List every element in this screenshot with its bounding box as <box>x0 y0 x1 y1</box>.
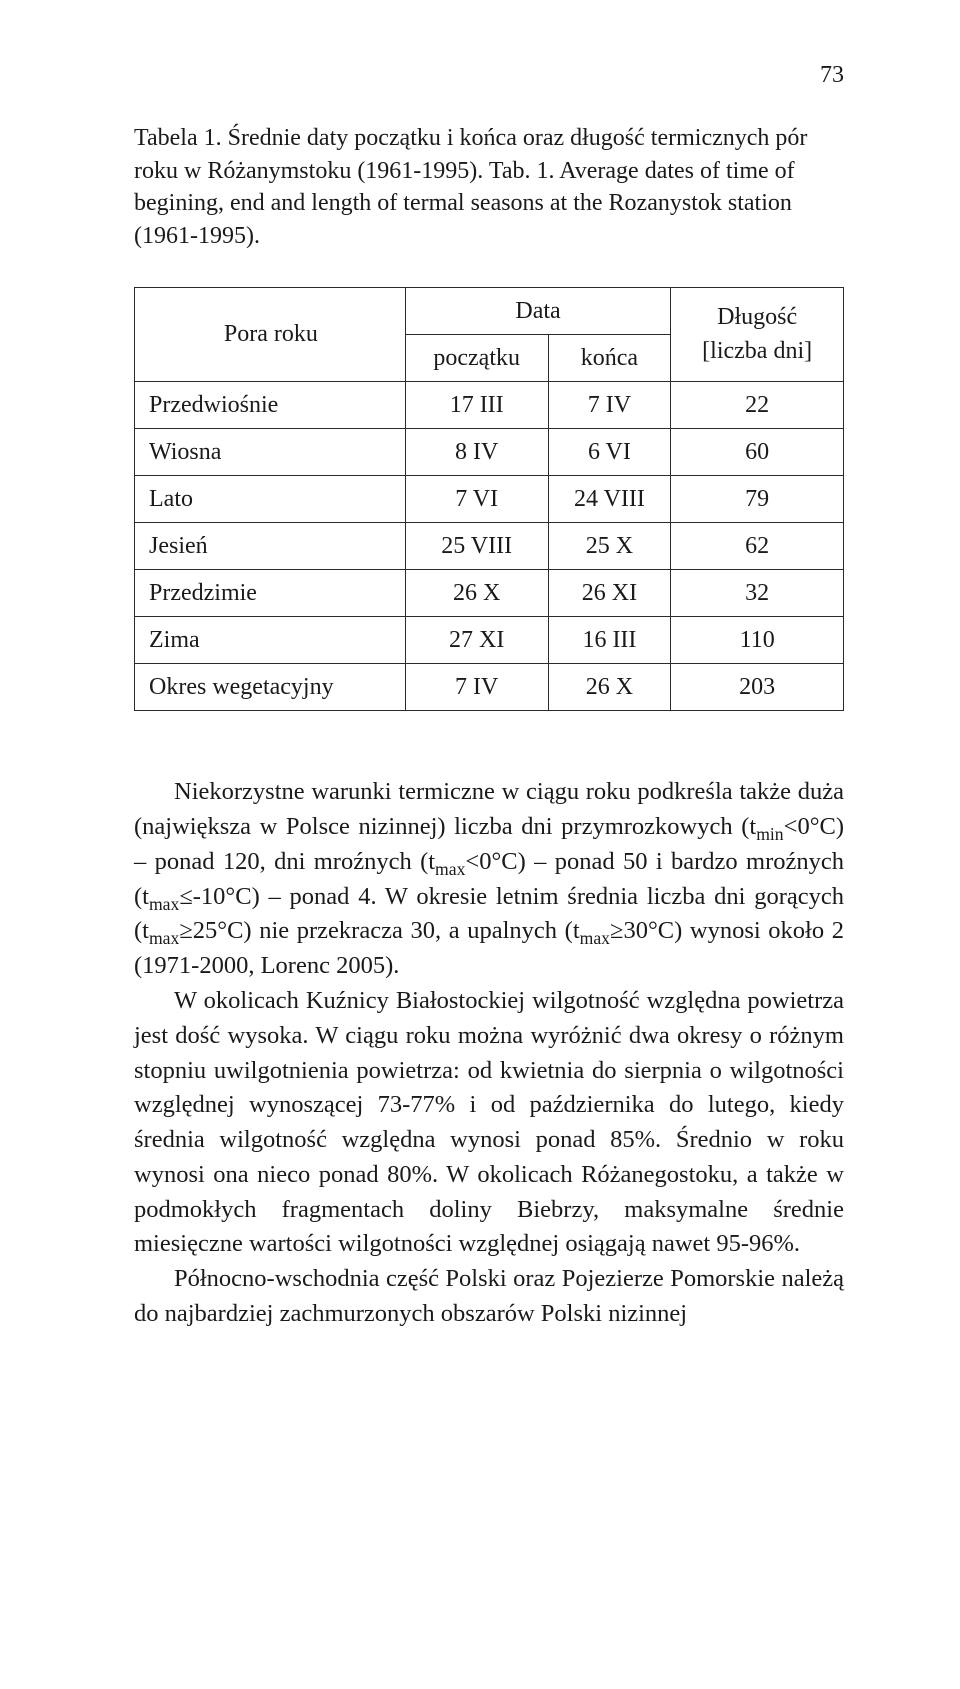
cell-label: Lato <box>135 475 406 522</box>
th-dlugosc-l2: [liczba dni] <box>702 338 812 364</box>
table-row: Przedzimie26 X26 XI32 <box>135 570 844 617</box>
cell-len: 60 <box>671 428 844 475</box>
cell-len: 22 <box>671 381 844 428</box>
cell-start: 27 XI <box>405 617 548 664</box>
cell-start: 7 VI <box>405 475 548 522</box>
cell-start: 26 X <box>405 570 548 617</box>
th-konca: końca <box>548 334 671 381</box>
cell-start: 17 III <box>405 381 548 428</box>
table-row: Zima27 XI16 III110 <box>135 617 844 664</box>
cell-end: 6 VI <box>548 428 671 475</box>
cell-end: 7 IV <box>548 381 671 428</box>
cell-len: 203 <box>671 664 844 711</box>
cell-end: 25 X <box>548 522 671 569</box>
cell-start: 25 VIII <box>405 522 548 569</box>
cell-start: 8 IV <box>405 428 548 475</box>
cell-len: 62 <box>671 522 844 569</box>
cell-label: Zima <box>135 617 406 664</box>
table-caption: Tabela 1. Średnie daty początku i końca … <box>134 122 844 253</box>
cell-end: 26 X <box>548 664 671 711</box>
table-row: Okres wegetacyjny7 IV26 X203 <box>135 664 844 711</box>
table-row: Wiosna8 IV6 VI60 <box>135 428 844 475</box>
cell-len: 32 <box>671 570 844 617</box>
th-dlugosc: Długość [liczba dni] <box>671 287 844 381</box>
table-row: Lato7 VI24 VIII79 <box>135 475 844 522</box>
seasons-table: Pora roku Data Długość [liczba dni] pocz… <box>134 287 844 712</box>
page-number: 73 <box>134 58 844 92</box>
cell-len: 79 <box>671 475 844 522</box>
th-data-group: Data <box>405 287 671 334</box>
cell-label: Jesień <box>135 522 406 569</box>
paragraph-3: Północno-wschodnia część Polski oraz Poj… <box>134 1262 844 1332</box>
body-text: Niekorzystne warunki termiczne w ciągu r… <box>134 775 844 1332</box>
th-pora-roku: Pora roku <box>135 287 406 381</box>
table-body: Przedwiośnie17 III7 IV22Wiosna8 IV6 VI60… <box>135 381 844 711</box>
cell-end: 24 VIII <box>548 475 671 522</box>
cell-end: 26 XI <box>548 570 671 617</box>
cell-end: 16 III <box>548 617 671 664</box>
th-poczatku: początku <box>405 334 548 381</box>
cell-label: Wiosna <box>135 428 406 475</box>
table-row: Jesień25 VIII25 X62 <box>135 522 844 569</box>
cell-len: 110 <box>671 617 844 664</box>
paragraph-2: W okolicach Kuźnicy Białostockiej wilgot… <box>134 984 844 1262</box>
cell-label: Okres wegetacyjny <box>135 664 406 711</box>
th-dlugosc-l1: Długość <box>717 304 797 330</box>
paragraph-1: Niekorzystne warunki termiczne w ciągu r… <box>134 775 844 984</box>
table-row: Przedwiośnie17 III7 IV22 <box>135 381 844 428</box>
cell-start: 7 IV <box>405 664 548 711</box>
cell-label: Przedwiośnie <box>135 381 406 428</box>
cell-label: Przedzimie <box>135 570 406 617</box>
